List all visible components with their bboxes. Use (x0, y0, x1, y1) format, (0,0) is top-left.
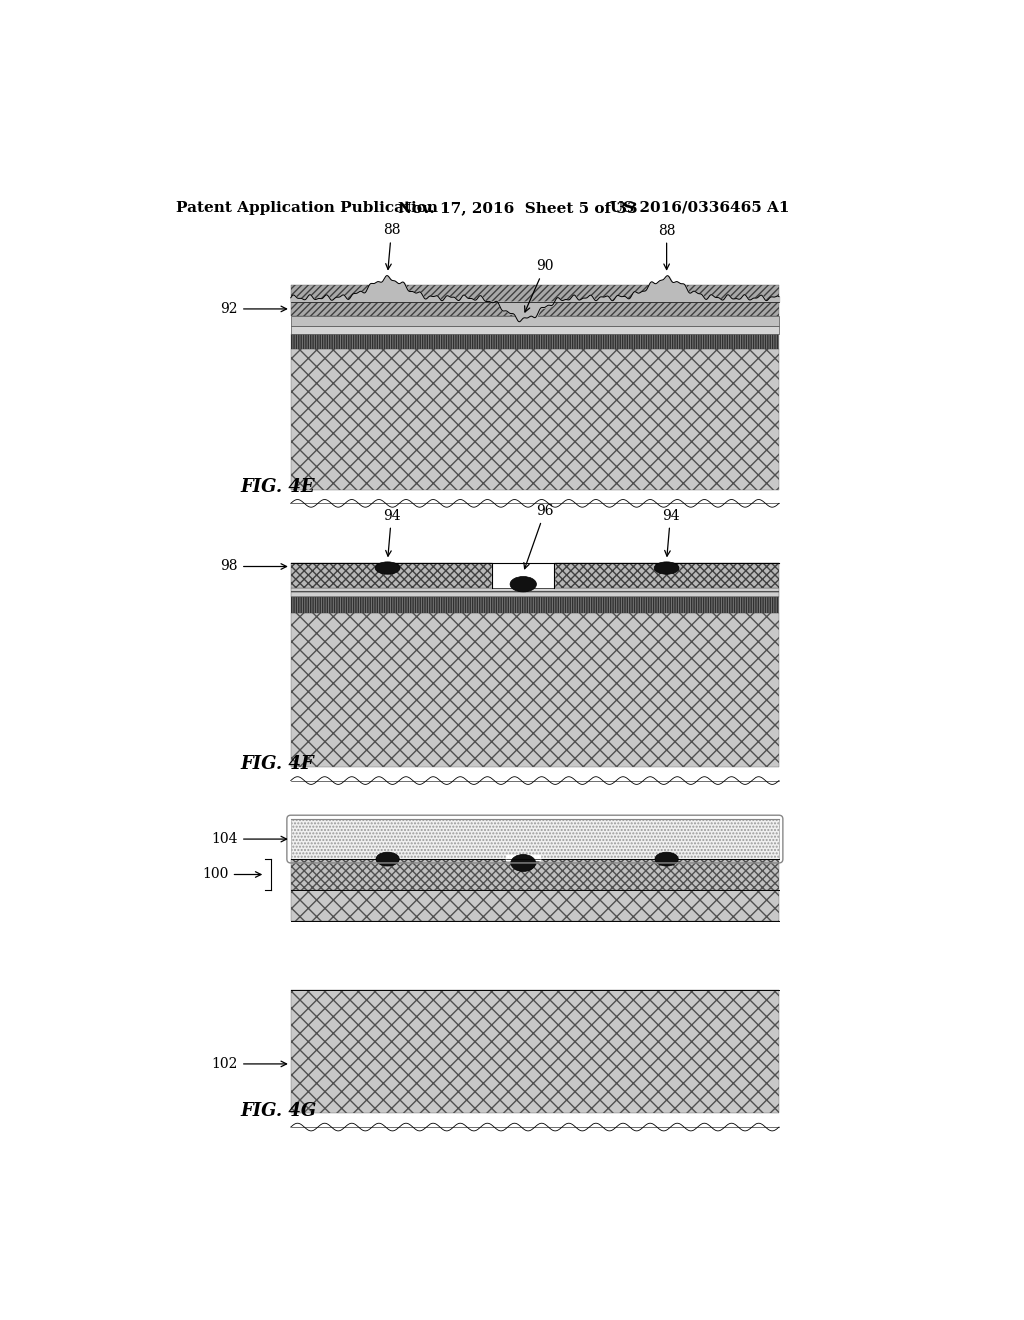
Text: Nov. 17, 2016  Sheet 5 of 33: Nov. 17, 2016 Sheet 5 of 33 (397, 201, 637, 215)
Text: 94: 94 (383, 508, 400, 556)
Text: 98: 98 (220, 560, 287, 573)
Bar (291, 317, 779, 326)
Text: 94: 94 (662, 508, 679, 556)
Text: 88: 88 (383, 223, 400, 269)
Text: FIG. 4E: FIG. 4E (241, 478, 315, 496)
Ellipse shape (654, 562, 679, 574)
Bar (291, 859, 779, 890)
Text: 102: 102 (212, 1057, 287, 1071)
Bar (291, 285, 779, 317)
Ellipse shape (510, 577, 537, 591)
Ellipse shape (376, 853, 399, 866)
Bar (291, 990, 779, 1113)
Text: Patent Application Publication: Patent Application Publication (176, 201, 438, 215)
Bar (291, 890, 779, 921)
Ellipse shape (511, 854, 536, 871)
Text: 88: 88 (657, 223, 676, 269)
Ellipse shape (375, 562, 400, 574)
Bar (291, 612, 779, 767)
Bar (291, 562, 779, 589)
Text: 96: 96 (524, 504, 554, 569)
Text: FIG. 4F: FIG. 4F (241, 755, 314, 774)
Text: 104: 104 (212, 832, 287, 846)
Bar (291, 597, 779, 612)
Text: 90: 90 (524, 260, 554, 312)
Bar (291, 350, 779, 490)
Ellipse shape (655, 853, 678, 866)
Bar (291, 326, 779, 334)
Text: FIG. 4G: FIG. 4G (241, 1102, 316, 1119)
Text: 100: 100 (203, 867, 261, 882)
Bar (291, 589, 779, 598)
Bar (291, 334, 779, 350)
Text: 92: 92 (220, 302, 287, 315)
Bar (291, 818, 779, 859)
Text: US 2016/0336465 A1: US 2016/0336465 A1 (610, 201, 790, 215)
